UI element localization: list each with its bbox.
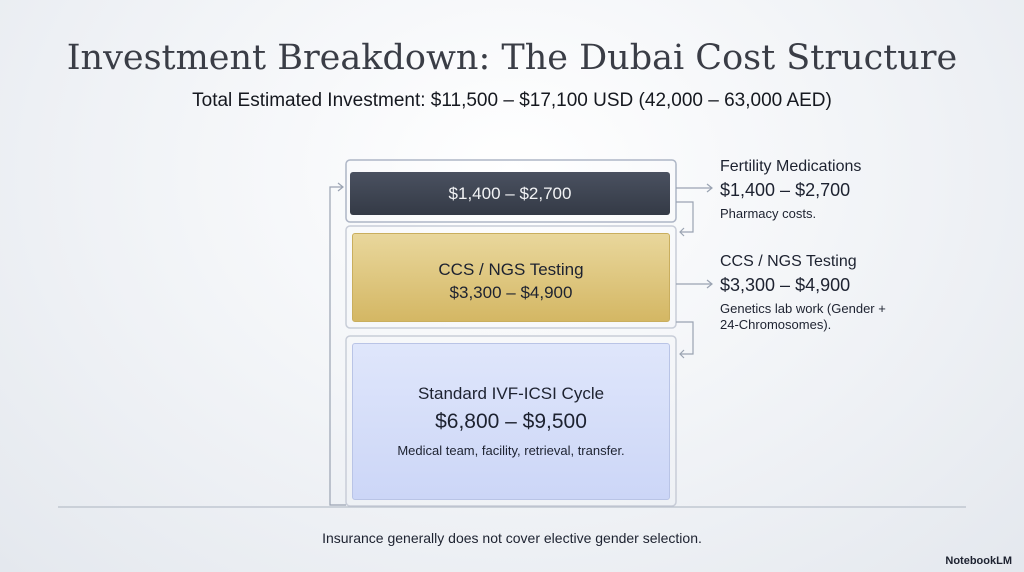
title: Investment Breakdown: The Dubai Cost Str… (66, 38, 958, 78)
subtitle: Total Estimated Investment: $11,500 – $1… (192, 90, 832, 111)
amount: $3,300 – $4,900 (449, 283, 573, 302)
footer-note: Insurance generally does not cover elect… (322, 530, 702, 546)
callout-amount: $1,400 – $2,700 (720, 180, 851, 200)
callout-title: Fertility Medications (720, 158, 862, 175)
block-title: CCS / NGS Testing (438, 260, 584, 279)
callout-note: Pharmacy costs. (720, 206, 817, 221)
brand: NotebookLM (945, 555, 1012, 567)
callout: CCS / NGS Testing $3,300 – $4,900 Geneti… (720, 253, 895, 333)
note: Medical team, facility, retrieval, trans… (397, 443, 625, 458)
amount: $1,400 – $2,700 (448, 184, 572, 203)
amount: $6,800 – $9,500 (435, 410, 587, 433)
stack-block: Standard IVF-ICSI Cycle $6,800 – $9,500 … (352, 343, 670, 500)
callout-title: CCS / NGS Testing (720, 253, 857, 270)
callout: Fertility Medications $1,400 – $2,700 Ph… (720, 158, 910, 222)
callout-note: Genetics lab work (Gender + 24-Chromosom… (720, 301, 886, 332)
block-title: Standard IVF-ICSI Cycle (417, 384, 605, 403)
callout-amount: $3,300 – $4,900 (720, 275, 851, 295)
stack-block: CCS / NGS Testing $3,300 – $4,900 (352, 233, 670, 322)
stack-block: $1,400 – $2,700 (350, 172, 670, 215)
